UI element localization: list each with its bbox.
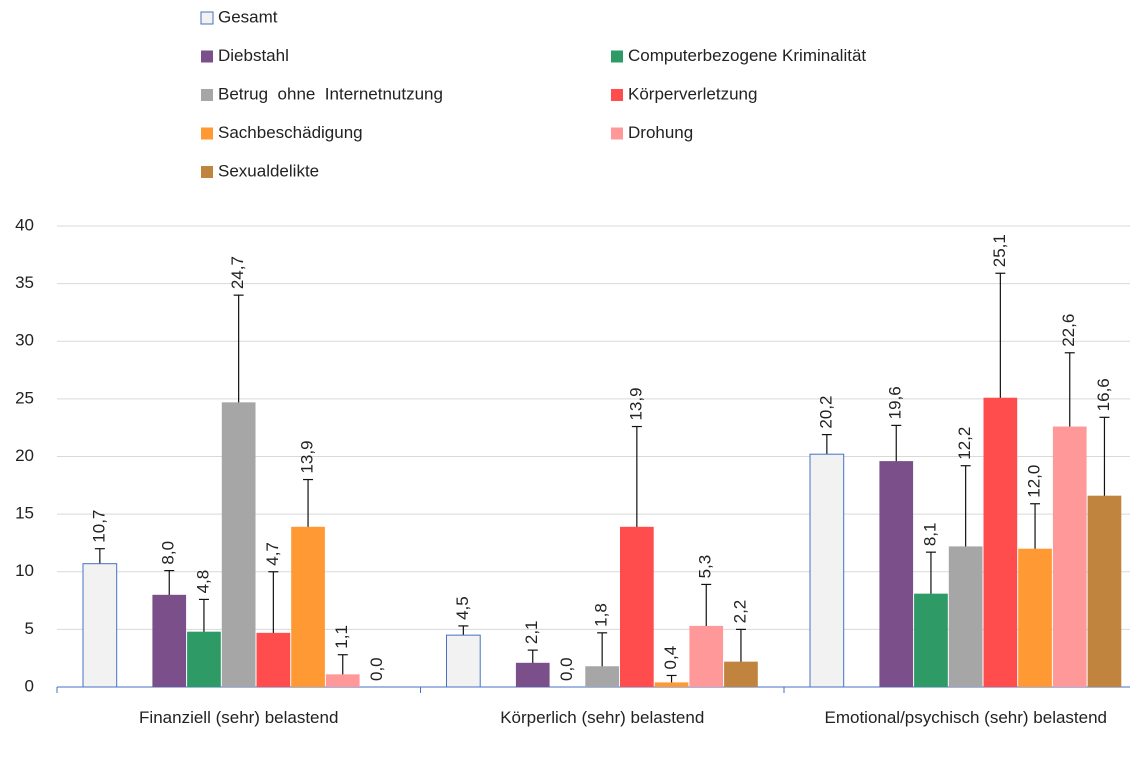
legend-swatch: [201, 89, 213, 101]
y-tick-label: 35: [15, 273, 34, 292]
bar: [1018, 548, 1052, 687]
y-tick-label: 20: [15, 446, 34, 465]
legend-swatch: [200, 11, 214, 25]
x-tick-label: Emotional/psychisch (sehr) belastend: [824, 708, 1108, 727]
bar: [585, 666, 619, 687]
value-label: 0,0: [367, 657, 386, 681]
value-label: 12,2: [955, 427, 974, 460]
bar: [724, 661, 758, 687]
bar: [291, 526, 325, 687]
legend-label: Sexualdelikte: [218, 161, 319, 180]
bar: [809, 453, 845, 688]
value-label: 13,9: [626, 387, 645, 420]
bar: [221, 402, 256, 687]
bar: [1052, 426, 1087, 687]
value-label: 10,7: [89, 510, 108, 543]
value-label: 24,7: [228, 256, 247, 289]
bar: [914, 593, 948, 687]
bar: [325, 674, 360, 687]
bar: [446, 634, 481, 688]
value-label: 12,0: [1025, 465, 1044, 498]
y-tick-label: 10: [15, 561, 34, 580]
y-tick-label: 0: [25, 676, 34, 695]
value-label: 8,0: [159, 541, 178, 565]
y-tick-label: 40: [15, 215, 34, 234]
value-label: 0,4: [661, 646, 680, 670]
legend-label: Gesamt: [218, 7, 278, 26]
y-tick-label: 25: [15, 388, 34, 407]
value-label: 19,6: [886, 386, 905, 419]
bar: [82, 563, 118, 688]
value-label: 13,9: [298, 440, 317, 473]
y-tick-label: 5: [25, 619, 34, 638]
legend-swatch: [611, 127, 623, 140]
value-label: 1,1: [332, 625, 351, 649]
value-label: 1,8: [592, 603, 611, 627]
bar: [515, 662, 550, 687]
legend-swatch: [611, 50, 623, 63]
legend-label: Diebstahl: [218, 46, 289, 65]
bar: [256, 632, 291, 687]
legend-swatch: [201, 166, 213, 178]
x-tick-label: Körperlich (sehr) belastend: [500, 708, 705, 727]
legend-label: Computerbezogene Kriminalität: [628, 46, 866, 65]
x-tick-label: Finanziell (sehr) belastend: [139, 708, 339, 727]
legend-label: Körperverletzung: [628, 84, 757, 103]
value-label: 4,5: [453, 596, 472, 620]
legend-label: Drohung: [628, 123, 693, 142]
value-label: 22,6: [1059, 314, 1078, 347]
bar: [948, 546, 983, 687]
legend-label: Sachbeschädigung: [218, 123, 363, 142]
value-label: 5,3: [696, 555, 715, 579]
value-label: 16,6: [1094, 378, 1113, 411]
value-label: 0,0: [557, 657, 576, 681]
bar: [152, 594, 187, 687]
value-label: 8,1: [920, 523, 939, 547]
bar: [620, 526, 654, 687]
value-label: 4,8: [193, 570, 212, 594]
value-label: 20,2: [816, 396, 835, 429]
value-label: 2,2: [730, 600, 749, 624]
value-label: 2,1: [522, 620, 541, 644]
bar: [654, 682, 689, 687]
legend-label: Betrug ohne Internetnutzung: [218, 84, 443, 103]
bar: [879, 461, 914, 687]
y-tick-label: 30: [15, 331, 34, 350]
legend-swatch: [201, 50, 213, 63]
legend-swatch: [201, 127, 213, 140]
value-label: 4,7: [263, 542, 282, 566]
value-label: 25,1: [990, 234, 1009, 267]
bar: [1087, 495, 1122, 687]
y-tick-label: 15: [15, 504, 34, 523]
bar: [187, 631, 221, 687]
bar: [983, 397, 1018, 687]
bar: [689, 625, 724, 687]
legend-swatch: [611, 89, 623, 101]
